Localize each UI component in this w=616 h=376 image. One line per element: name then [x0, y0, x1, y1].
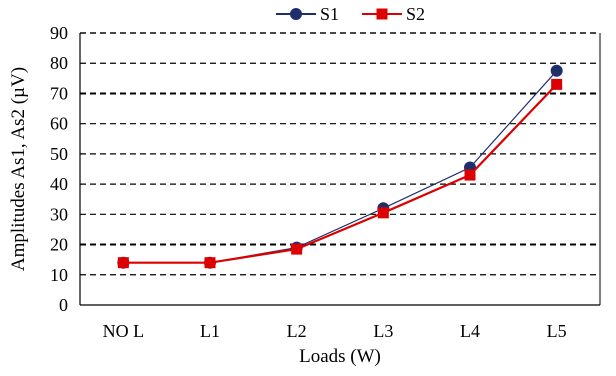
y-tick-label: 50	[50, 144, 68, 164]
y-tick-label: 30	[50, 204, 68, 224]
legend-item-s2: S2	[362, 4, 425, 24]
legend-marker-s1	[290, 8, 302, 20]
series-layer	[117, 64, 563, 269]
x-tick-label: L2	[287, 321, 307, 341]
x-tick-label: L5	[547, 321, 567, 341]
data-point-s2	[377, 207, 389, 219]
series-s1	[117, 64, 563, 269]
y-axis-title: Amplitudes As1, As2 (µV)	[8, 67, 29, 271]
y-tick-label: 70	[50, 83, 68, 103]
x-tick-label: NO L	[103, 321, 145, 341]
y-tick-label: 60	[50, 114, 68, 134]
legend-label-s1: S1	[320, 4, 339, 24]
grid-layer	[80, 32, 600, 276]
y-tick-label: 10	[50, 265, 68, 285]
data-point-s2	[551, 78, 563, 90]
legend: S1 S2	[276, 4, 425, 24]
series-s2	[117, 78, 563, 269]
legend-label-s2: S2	[406, 4, 425, 24]
x-tick-label: L3	[373, 321, 393, 341]
x-tick-label: L4	[460, 321, 480, 341]
data-point-s2	[204, 257, 216, 269]
y-tick-label: 0	[59, 295, 68, 315]
y-tick-label: 80	[50, 53, 68, 73]
series-line-s2	[123, 83, 558, 264]
y-tick-label: 20	[50, 235, 68, 255]
data-point-s2	[117, 257, 129, 269]
y-tick-label: 40	[50, 174, 68, 194]
data-point-s2	[464, 169, 476, 181]
x-tick-label: L1	[200, 321, 220, 341]
legend-marker-s2	[376, 8, 388, 20]
x-axis-title: Loads (W)	[299, 346, 381, 367]
legend-item-s1: S1	[276, 4, 339, 24]
data-point-s2	[291, 243, 303, 255]
axis-layer: 0 10 20 30 40 50 60 70 80 90 NO L L1 L2 L3 L4 L5	[50, 23, 601, 341]
data-point-s1	[550, 64, 563, 77]
series-line-s1	[123, 70, 558, 264]
y-tick-label: 90	[50, 23, 68, 43]
